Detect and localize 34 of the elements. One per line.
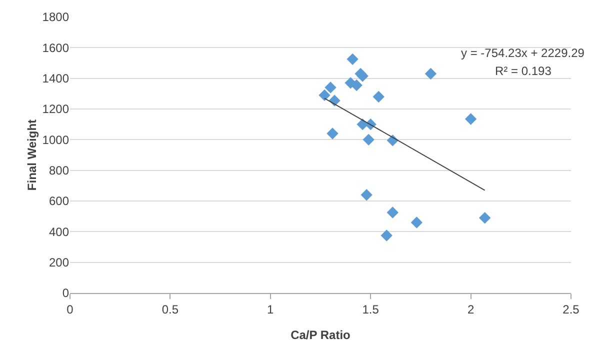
- annotation: R² = 0.193: [495, 64, 552, 78]
- point: [410, 216, 423, 228]
- point: [318, 89, 330, 102]
- point: [362, 134, 374, 146]
- y-tick-label: 1400: [42, 72, 70, 86]
- x-tick-label: 2: [467, 302, 474, 316]
- y-tick-label: 0: [62, 286, 70, 300]
- point: [360, 189, 372, 201]
- point: [324, 82, 336, 94]
- point: [350, 79, 362, 92]
- point: [386, 206, 398, 218]
- point: [346, 53, 358, 66]
- y-tick-label: 400: [48, 224, 70, 239]
- annotation: y = -754.23x + 2229.29: [461, 46, 585, 60]
- point: [380, 230, 392, 242]
- point: [464, 113, 477, 125]
- x-tick-label: 2.5: [562, 302, 580, 316]
- x-tick-label: 1.5: [362, 302, 380, 316]
- y-tick-label: 1600: [42, 40, 70, 55]
- y-tick-label: 1000: [42, 132, 70, 147]
- y-axis-title: Final Weight: [25, 119, 39, 191]
- point: [326, 128, 338, 140]
- point: [356, 70, 368, 82]
- point: [478, 212, 491, 224]
- y-tick-label: 1800: [42, 10, 70, 24]
- point: [424, 68, 437, 80]
- point: [372, 90, 384, 103]
- y-tick-label: 1200: [42, 102, 70, 116]
- y-tick-label: 600: [48, 194, 70, 208]
- y-tick-label: 800: [48, 164, 70, 178]
- x-axis-title: Ca/P Ratio: [290, 328, 350, 342]
- x-tick-label: 0.5: [162, 302, 179, 316]
- x-tick-label: 1: [267, 302, 274, 316]
- y-tick-label: 200: [48, 256, 70, 270]
